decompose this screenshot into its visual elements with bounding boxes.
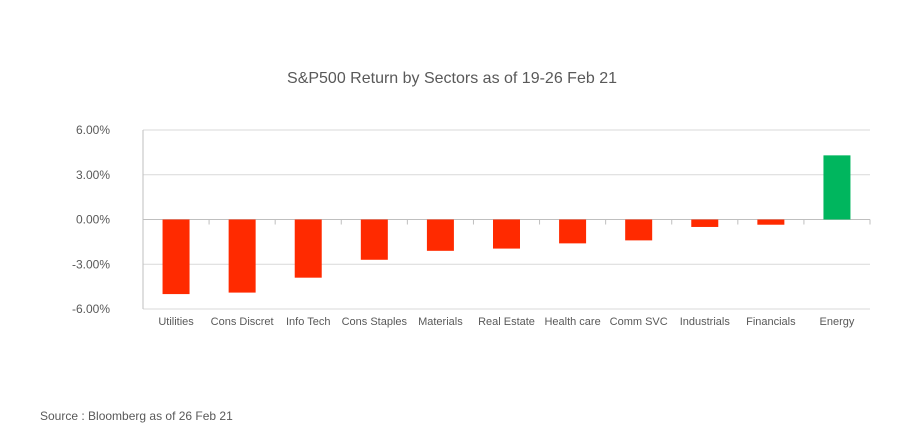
bar-materials <box>426 219 454 251</box>
x-tick-label: Financials <box>746 316 796 328</box>
x-tick-label: Materials <box>418 316 463 328</box>
x-tick-label: Cons Discret <box>211 316 274 328</box>
category-labels: Utilities Cons Discret Info Tech Cons Stapl… <box>158 316 855 328</box>
x-tick-label: Energy <box>820 316 855 328</box>
x-tick-label: Industrials <box>680 316 731 328</box>
bar-health-care <box>559 219 587 244</box>
x-tick-label: Real Estate <box>478 316 535 328</box>
y-tick-label: 6.00% <box>76 123 110 137</box>
chart-title: S&P500 Return by Sectors as of 19-26 Feb… <box>287 70 617 87</box>
x-tick-label: Cons Staples <box>342 316 408 328</box>
bars <box>162 155 851 295</box>
bar-industrials <box>691 219 719 227</box>
source-note: Source : Bloomberg as of 26 Feb 21 <box>40 409 233 423</box>
y-tick-label: -6.00% <box>72 302 110 316</box>
bar-real-estate <box>493 219 520 249</box>
bar-cons-staples <box>360 219 388 260</box>
bar-financials <box>757 219 785 225</box>
bar-utilities <box>162 219 190 295</box>
x-axis-ticks <box>142 219 871 225</box>
bar-cons-discret <box>228 219 256 293</box>
x-tick-label: Utilities <box>158 316 194 328</box>
y-tick-label: 0.00% <box>76 213 110 227</box>
y-tick-label: -3.00% <box>72 257 110 271</box>
x-tick-label: Info Tech <box>286 316 330 328</box>
x-tick-label: Health care <box>544 316 600 328</box>
y-axis-ticks: 6.00% 3.00% 0.00% -3.00% -6.00% <box>72 123 110 316</box>
bar-info-tech <box>294 219 322 278</box>
bar-comm-svc <box>625 219 653 241</box>
y-tick-label: 3.00% <box>76 168 110 182</box>
x-tick-label: Comm SVC <box>610 316 668 328</box>
bar-energy <box>823 155 851 220</box>
